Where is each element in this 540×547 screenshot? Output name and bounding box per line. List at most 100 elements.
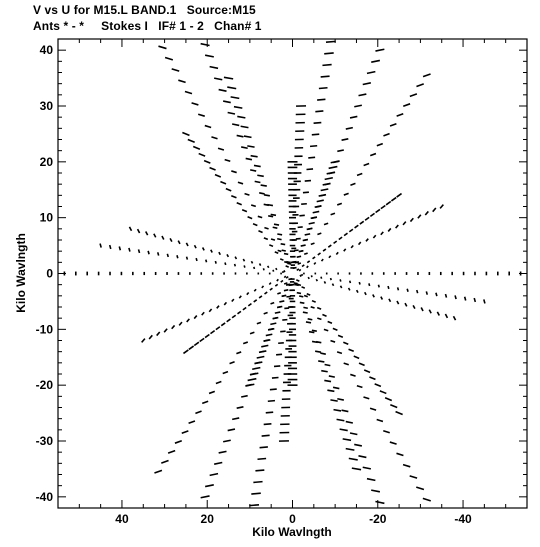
uv-point <box>253 299 258 303</box>
uv-point <box>242 306 247 311</box>
uv-point <box>220 322 226 327</box>
uv-point <box>231 123 240 127</box>
uv-point <box>463 296 467 301</box>
uv-point <box>243 135 252 139</box>
uv-point <box>374 383 382 388</box>
uv-point <box>169 237 173 243</box>
uv-point <box>406 288 409 292</box>
x-tick-label: -40 <box>454 512 472 526</box>
uv-point <box>246 291 250 296</box>
uv-point <box>203 159 211 164</box>
uv-point <box>230 96 240 100</box>
uv-point <box>379 390 387 395</box>
uv-point <box>277 249 282 253</box>
uv-point <box>350 182 356 186</box>
uv-point <box>99 243 102 248</box>
uv-point <box>324 363 331 367</box>
uv-point <box>185 242 189 247</box>
uv-point <box>351 467 362 471</box>
uv-point <box>425 291 429 295</box>
uv-point <box>355 289 359 293</box>
uv-point <box>303 252 308 256</box>
uv-point <box>185 256 189 260</box>
uv-point <box>347 287 351 291</box>
uv-point <box>345 126 353 130</box>
uv-point <box>341 138 349 141</box>
uv-point <box>343 362 349 366</box>
uv-point <box>336 202 343 206</box>
uv-point <box>309 144 318 148</box>
uv-point <box>204 54 214 58</box>
uv-point <box>372 294 375 298</box>
uv-point <box>257 174 264 178</box>
uv-point <box>253 164 261 168</box>
uv-point <box>299 295 304 298</box>
uv-point <box>253 288 257 292</box>
uv-point <box>195 257 198 262</box>
uv-point <box>330 399 338 402</box>
uv-point <box>363 396 370 400</box>
uv-point <box>247 302 252 307</box>
uv-point <box>279 300 285 303</box>
uv-point <box>227 428 236 432</box>
uv-point <box>306 265 309 269</box>
uv-point <box>204 483 214 488</box>
uv-point <box>226 254 230 258</box>
uv-point <box>274 311 281 314</box>
uv-point <box>329 277 332 281</box>
uv-point <box>402 103 411 107</box>
uv-point <box>343 232 348 237</box>
uv-point <box>444 293 448 298</box>
uv-point <box>283 289 289 292</box>
uv-point <box>315 110 324 113</box>
uv-point <box>163 328 168 333</box>
uv-point <box>365 238 369 242</box>
uv-point <box>356 384 363 389</box>
uv-point <box>315 350 322 353</box>
uv-point <box>348 457 358 461</box>
uv-point <box>277 291 282 295</box>
uv-point <box>276 305 283 309</box>
uv-point <box>368 283 371 287</box>
uv-point <box>322 63 332 67</box>
uv-point <box>136 228 141 234</box>
plot-title: V vs U for M15.L BAND.1 Source:M15 <box>33 3 256 17</box>
uv-point <box>345 447 355 451</box>
uv-point <box>417 214 422 219</box>
uv-point <box>222 370 229 375</box>
uv-point <box>154 469 163 474</box>
uv-point <box>307 318 313 321</box>
uv-point <box>348 228 354 233</box>
uv-point <box>281 294 287 298</box>
uv-point <box>324 379 332 383</box>
uv-point <box>387 227 392 232</box>
uv-point <box>210 249 213 253</box>
y-tick-label: -10 <box>36 322 54 336</box>
uv-point <box>296 291 302 295</box>
uv-point <box>473 297 477 303</box>
uv-point <box>313 121 322 125</box>
uv-point <box>376 418 384 423</box>
uv-point <box>236 406 244 409</box>
uv-point <box>276 353 283 356</box>
uv-point <box>330 160 340 164</box>
uv-point <box>358 93 367 97</box>
uv-point <box>389 122 397 127</box>
uv-point <box>226 318 231 323</box>
uv-point <box>256 321 262 325</box>
uv-point <box>243 265 246 268</box>
uv-point <box>428 309 432 314</box>
uv-point <box>332 327 338 331</box>
uv-point <box>390 196 397 202</box>
uv-point <box>387 285 390 290</box>
uv-point <box>336 418 345 422</box>
uv-point <box>364 216 370 221</box>
uv-point <box>357 241 362 246</box>
uv-point <box>285 276 289 279</box>
uv-point <box>327 244 332 248</box>
uv-point <box>236 201 242 206</box>
uv-point <box>416 486 425 491</box>
uv-point <box>396 192 402 198</box>
uv-point <box>208 390 216 395</box>
uv-point <box>304 179 312 182</box>
